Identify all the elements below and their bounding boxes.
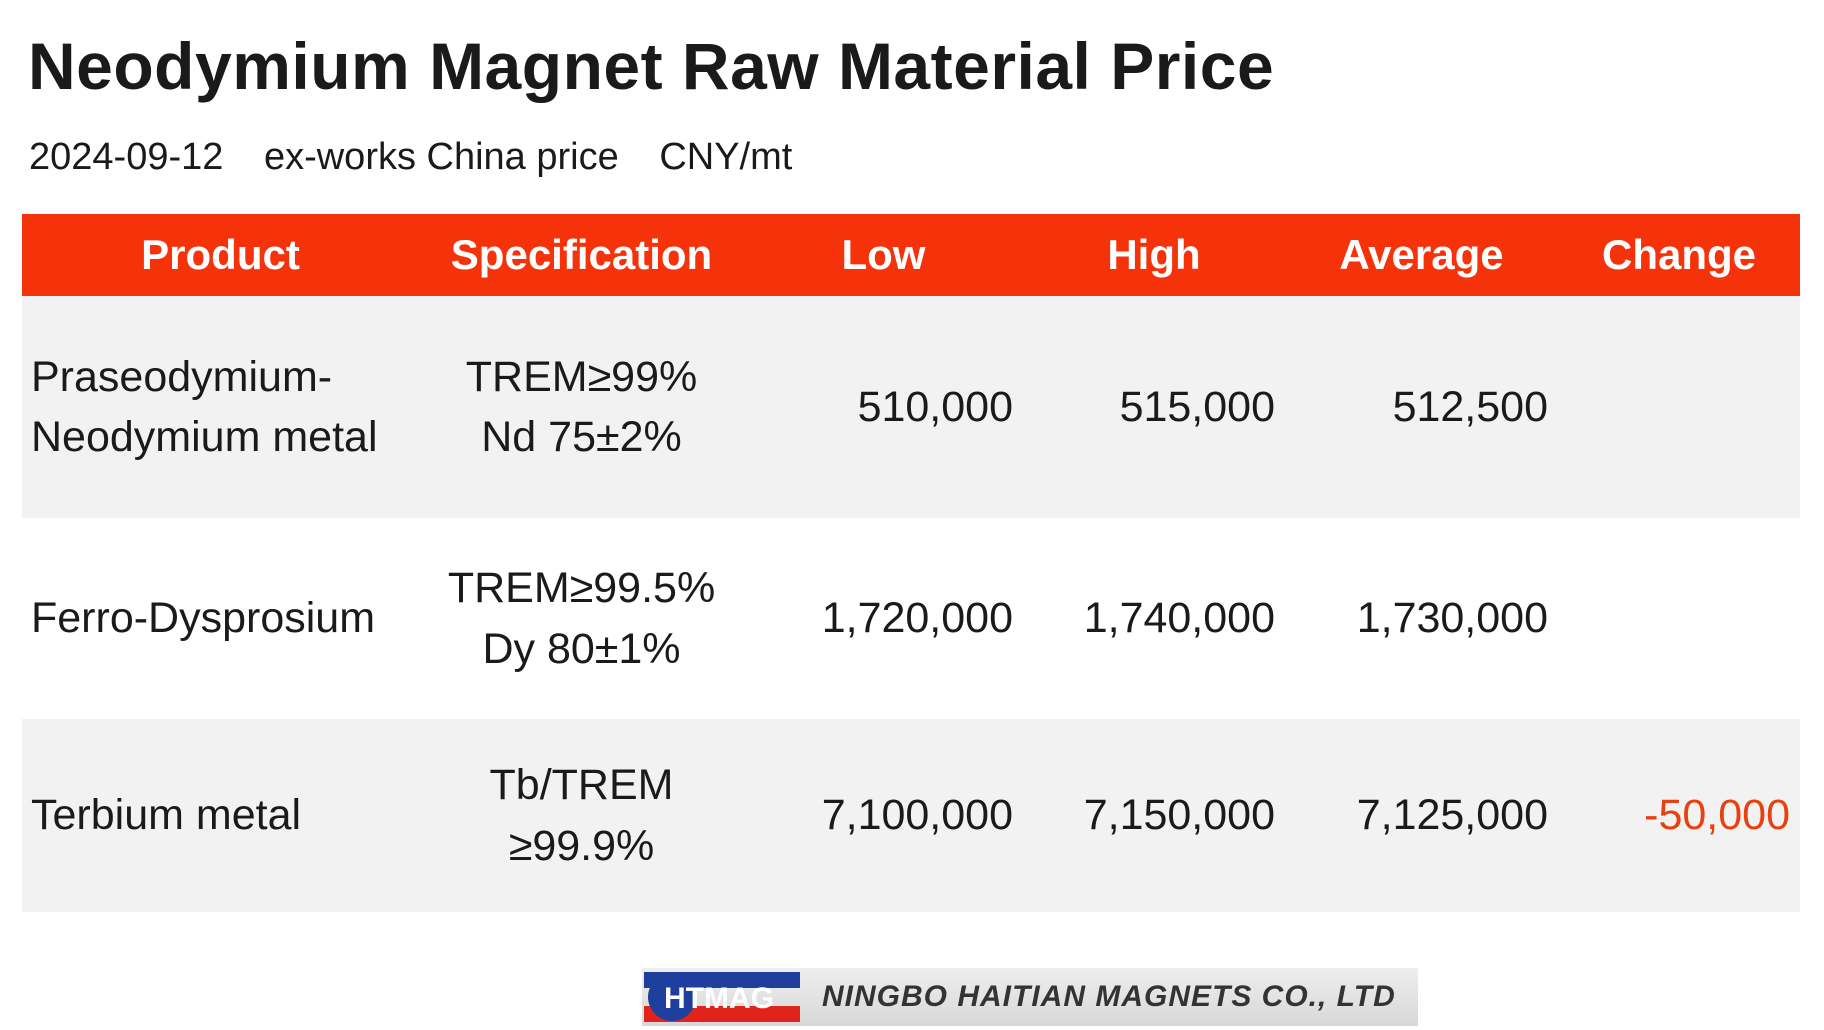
product-line: Praseodymium-: [31, 352, 333, 401]
logo-circle: [648, 973, 696, 1021]
spec-line: TREM≥99%: [465, 352, 698, 401]
subtitle: 2024-09-12 ex-works China price CNY/mt: [29, 136, 822, 179]
spec-line: Dy 80±1%: [482, 624, 681, 673]
title: Neodymium Magnet Raw Material Price: [28, 29, 1275, 103]
low-cell: 7,100,000: [744, 719, 1023, 912]
column-header: Average: [1285, 214, 1558, 296]
column-header: Change: [1558, 214, 1800, 296]
unit: CNY/mt: [659, 136, 793, 178]
table-row: Ferro-Dysprosium TREM≥99.5% Dy 80±1% 1,720,…: [22, 518, 1800, 719]
table-body: Praseodymium- Neodymium metal TREM≥99% Nd 7…: [22, 296, 1800, 912]
change-cell: -50,000: [1558, 719, 1800, 912]
spec-line: Tb/TREM: [489, 761, 674, 810]
high-cell: 1,740,000: [1023, 518, 1285, 719]
footer: HTMAG NINGBO HAITIAN MAGNETS CO., LTD: [642, 968, 1418, 1026]
table-row: Praseodymium- Neodymium metal TREM≥99% Nd 7…: [22, 296, 1800, 518]
product-line: Neodymium metal: [31, 413, 378, 461]
product-cell: Terbium metal: [22, 719, 419, 912]
high-cell: 7,150,000: [1023, 719, 1285, 912]
spec-line: ≥99.9%: [508, 821, 655, 870]
column-header: High: [1023, 214, 1285, 296]
average-cell: 1,730,000: [1285, 518, 1558, 719]
column-header: Product: [22, 214, 419, 296]
low-cell: 1,720,000: [744, 518, 1023, 719]
change-cell: [1558, 296, 1800, 518]
spec-cell: TREM≥99% Nd 75±2%: [419, 296, 744, 518]
average-cell: 7,125,000: [1285, 719, 1558, 912]
company-name: NINGBO HAITIAN MAGNETS CO., LTD: [822, 980, 1396, 1013]
basis: ex-works China price: [263, 136, 619, 178]
product-cell: Ferro-Dysprosium: [22, 518, 419, 719]
column-header: Specification: [419, 214, 744, 296]
table-row: Terbium metal Tb/TREM ≥99.9% 7,100,000 7,150…: [22, 719, 1800, 912]
product-cell: Praseodymium- Neodymium metal: [22, 296, 419, 518]
spec-line: TREM≥99.5%: [447, 564, 716, 613]
spec-cell: Tb/TREM ≥99.9%: [419, 719, 744, 912]
column-header: Low: [744, 214, 1023, 296]
average-cell: 512,500: [1285, 296, 1558, 518]
logo: HTMAG: [644, 972, 800, 1022]
price-table: Product Specification Low High Average Change…: [22, 214, 1800, 912]
spec-cell: TREM≥99.5% Dy 80±1%: [419, 518, 744, 719]
spec-line: Nd 75±2%: [481, 413, 682, 461]
high-cell: 515,000: [1023, 296, 1285, 518]
product-line: Terbium metal: [31, 791, 302, 840]
low-cell: 510,000: [744, 296, 1023, 518]
change-cell: [1558, 518, 1800, 719]
date: 2024-09-12: [29, 136, 224, 178]
logo-text: HTMAG: [664, 982, 774, 1015]
header-row: Product Specification Low High Average Change: [22, 214, 1800, 296]
product-line: Ferro-Dysprosium: [31, 594, 376, 643]
